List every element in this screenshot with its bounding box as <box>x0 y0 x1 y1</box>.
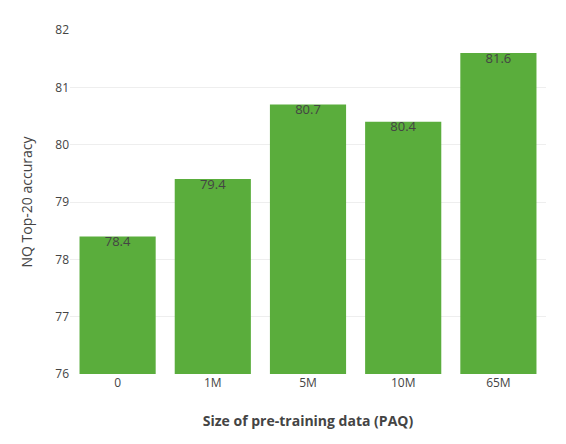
svg-text:80.7: 80.7 <box>295 100 321 118</box>
svg-text:80: 80 <box>55 136 69 153</box>
svg-text:78.4: 78.4 <box>105 232 131 250</box>
svg-text:79.4: 79.4 <box>200 175 226 193</box>
svg-text:79: 79 <box>55 193 69 210</box>
svg-text:Size of pre-training data (PAQ: Size of pre-training data (PAQ) <box>203 411 414 430</box>
svg-text:0: 0 <box>114 374 121 391</box>
svg-text:82: 82 <box>55 21 69 38</box>
svg-text:76: 76 <box>55 365 69 382</box>
svg-text:NQ Top-20 accuracy: NQ Top-20 accuracy <box>17 136 36 268</box>
svg-text:77: 77 <box>55 308 69 325</box>
svg-text:5M: 5M <box>299 374 317 391</box>
svg-text:78: 78 <box>55 251 69 268</box>
svg-text:65M: 65M <box>486 374 511 391</box>
svg-text:81: 81 <box>55 79 69 96</box>
svg-text:10M: 10M <box>391 374 416 391</box>
svg-text:81.6: 81.6 <box>486 49 512 67</box>
svg-text:80.4: 80.4 <box>390 117 416 135</box>
svg-text:1M: 1M <box>204 374 222 391</box>
